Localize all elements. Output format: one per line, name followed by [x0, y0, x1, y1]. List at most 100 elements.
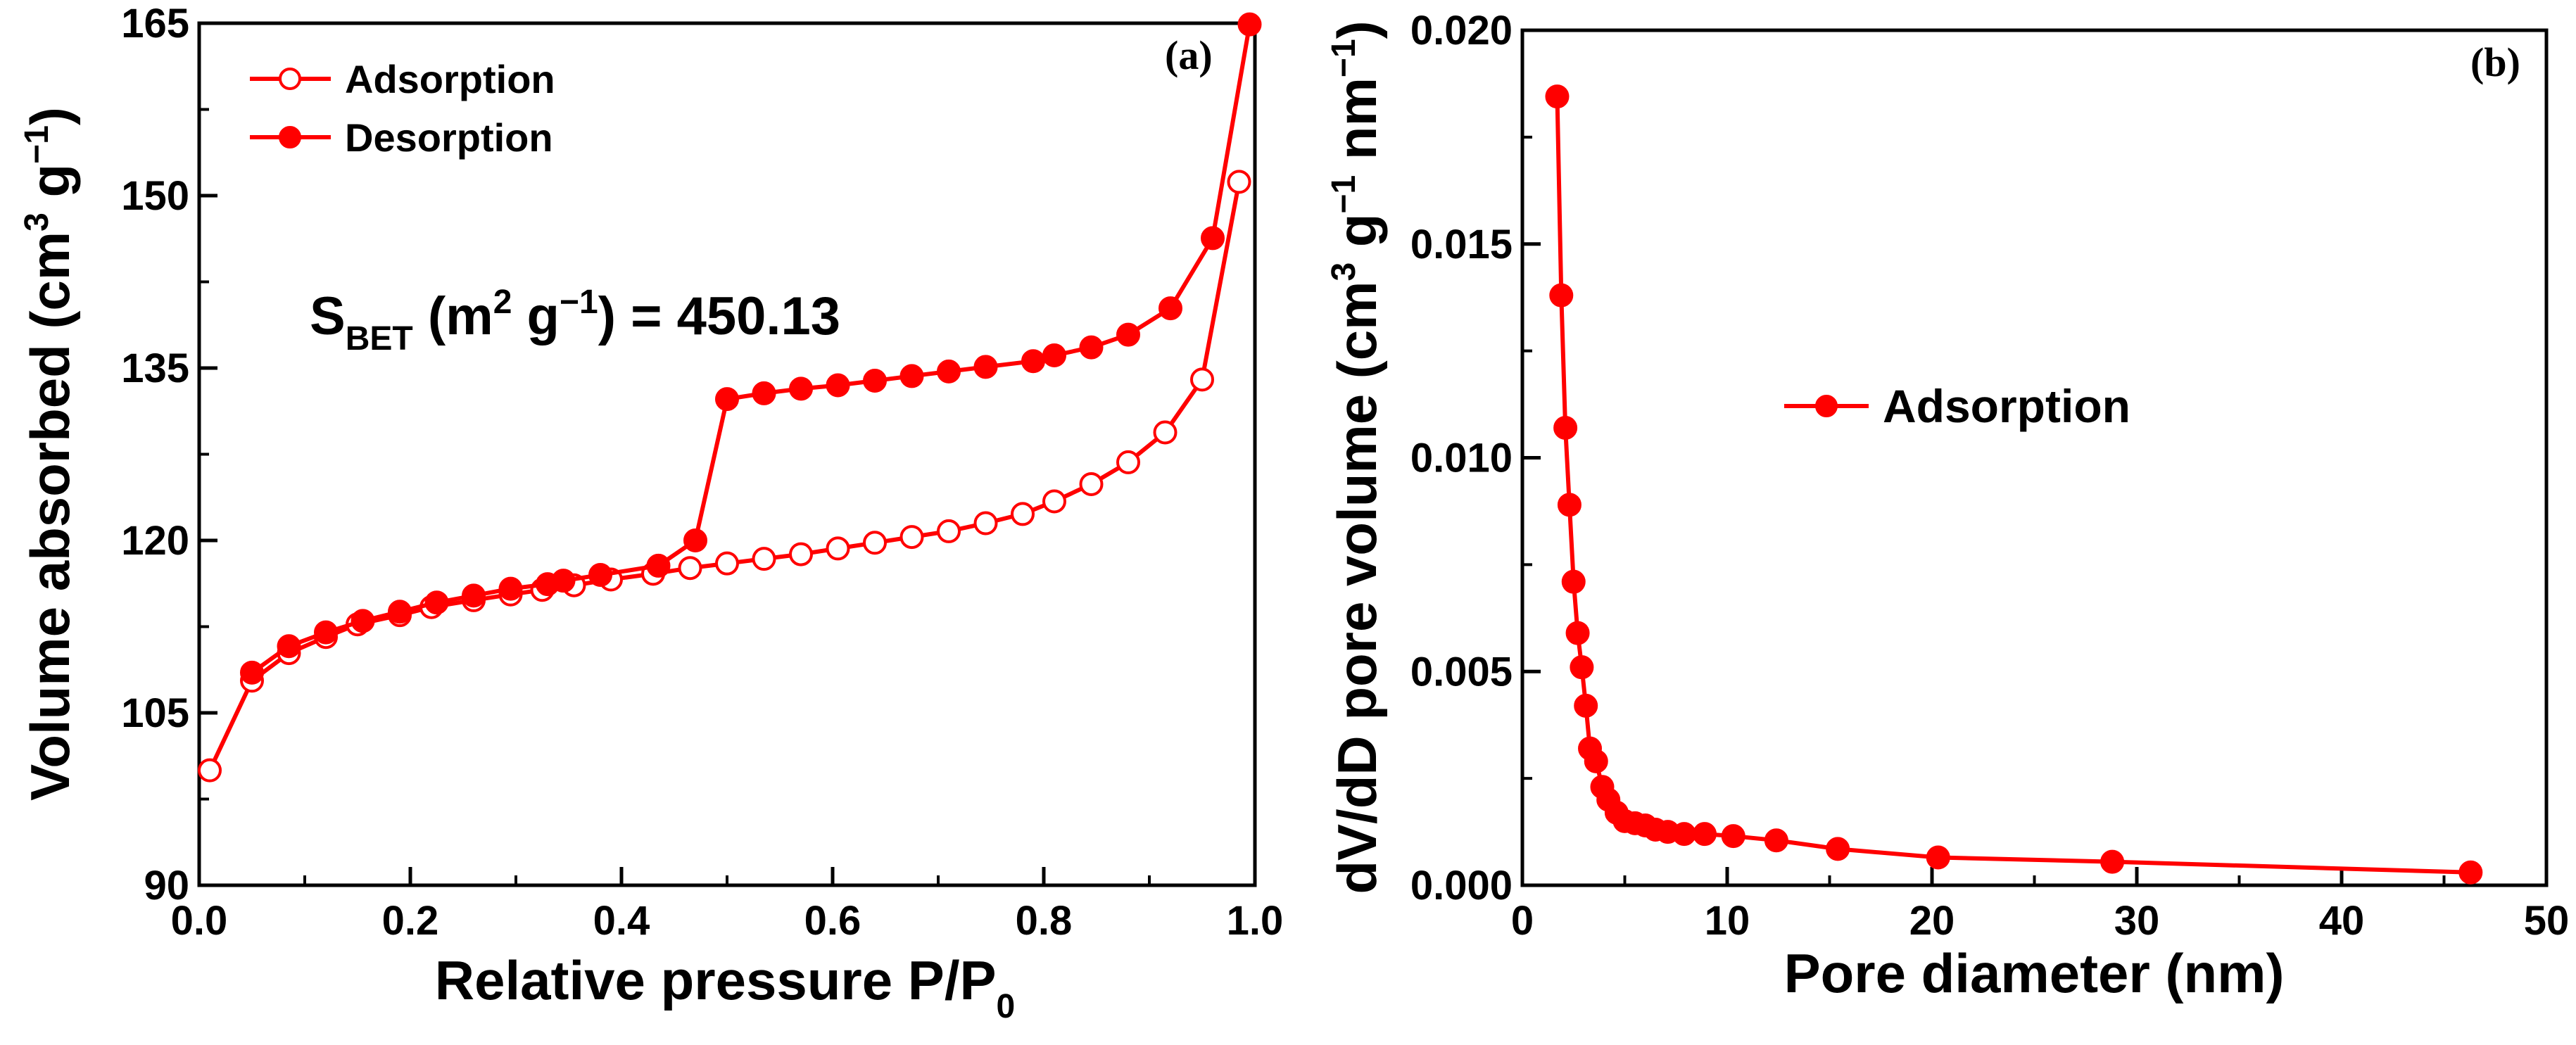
data-point-adsorption — [1672, 822, 1696, 847]
data-point-adsorption — [2458, 860, 2483, 885]
data-point-adsorption — [752, 547, 776, 571]
data-point-desorption — [424, 590, 449, 615]
y-tick-label: 0.020 — [1410, 8, 1513, 53]
data-point-desorption — [1042, 343, 1066, 368]
sbet-sup2: −1 — [560, 284, 598, 321]
data-point-desorption — [351, 609, 375, 633]
panel-b-pore-distribution: 0 10 20 30 40 50 0.000 0.005 0.010 0.015 0.020 (b)… — [1325, 8, 2569, 1004]
data-point-desorption — [899, 364, 924, 388]
sbet-value: ) = 450.13 — [598, 286, 840, 346]
y-tick-label: 0.010 — [1410, 436, 1513, 481]
data-point-adsorption — [1153, 420, 1177, 445]
x-tick-label: 30 — [2114, 898, 2160, 944]
legend-adsorption-marker — [279, 68, 301, 90]
data-point-desorption — [1079, 335, 1104, 360]
y-tick-label: 0.005 — [1410, 649, 1513, 695]
data-point-adsorption — [1565, 621, 1590, 645]
panel-b-series — [1545, 84, 2483, 885]
x-tick-label: 0 — [1511, 898, 1534, 944]
sbet-open: (m — [413, 286, 493, 346]
series-line-desorption — [251, 24, 1252, 675]
data-point-adsorption — [1545, 84, 1570, 109]
sbet-main: S — [310, 286, 346, 346]
x-tick-label: 20 — [1909, 898, 1955, 944]
data-point-desorption — [826, 373, 850, 398]
y-tick-label: 0.015 — [1410, 222, 1513, 267]
data-point-adsorption — [1584, 749, 1608, 773]
panel-a-x-axis-title: Relative pressure P/P0 — [435, 949, 1015, 1025]
data-point-adsorption — [1557, 493, 1581, 517]
y-tick-label: 90 — [144, 863, 189, 908]
series-line-adsorption — [1555, 96, 2471, 875]
data-point-desorption — [498, 576, 523, 601]
data-point-desorption — [1237, 12, 1262, 37]
data-point-desorption — [462, 583, 486, 608]
y-tick-label: 120 — [121, 518, 189, 564]
data-point-adsorption — [198, 758, 222, 783]
x-tick-label: 50 — [2524, 898, 2570, 944]
data-point-desorption — [646, 553, 671, 578]
data-point-desorption — [588, 563, 612, 587]
data-point-adsorption — [1826, 837, 1850, 861]
panel-a-series — [198, 12, 1262, 783]
legend-b-adsorption-label: Adsorption — [1883, 380, 2130, 432]
data-point-desorption — [1021, 349, 1045, 374]
data-point-desorption — [752, 381, 776, 405]
data-point-desorption — [683, 528, 707, 552]
data-point-adsorption — [899, 525, 924, 550]
data-point-adsorption — [678, 556, 702, 581]
data-point-adsorption — [1042, 489, 1066, 514]
data-point-adsorption — [1079, 471, 1104, 496]
data-point-adsorption — [1574, 693, 1598, 718]
panel-a-label: (a) — [1165, 32, 1213, 78]
panel-b-label: (b) — [2470, 39, 2520, 85]
data-point-desorption — [1158, 296, 1182, 321]
data-point-desorption — [715, 387, 739, 412]
x-tick-label: 0.8 — [1016, 898, 1073, 944]
x-tick-label: 0.6 — [804, 898, 861, 944]
x-tick-label: 1.0 — [1227, 898, 1284, 944]
data-point-adsorption — [1692, 822, 1717, 847]
data-point-adsorption — [1553, 415, 1578, 440]
data-point-adsorption — [1561, 569, 1586, 594]
sbet-sub: BET — [346, 320, 413, 357]
data-point-desorption — [1201, 226, 1225, 251]
data-point-desorption — [863, 368, 887, 393]
x-tick-label: 0.2 — [382, 898, 439, 944]
legend-desorption-label: Desorption — [345, 115, 553, 160]
data-point-adsorption — [1764, 828, 1788, 853]
panel-a-legend: Adsorption Desorption — [250, 57, 555, 160]
legend-adsorption-label: Adsorption — [345, 57, 555, 101]
data-point-adsorption — [1116, 450, 1140, 474]
data-point-adsorption — [1011, 502, 1035, 526]
legend-b-adsorption-marker — [1815, 395, 1838, 417]
panel-b-plot-frame — [1520, 28, 2549, 887]
data-point-desorption — [937, 359, 961, 384]
data-point-adsorption — [1227, 170, 1251, 194]
panel-a-y-axis-title: Volume absorbed (cm3 g−1) — [18, 107, 81, 801]
data-point-adsorption — [789, 542, 813, 566]
data-point-adsorption — [973, 511, 998, 536]
x-tick-label: 10 — [1705, 898, 1750, 944]
x-tick-label: 0.0 — [171, 898, 228, 944]
data-point-desorption — [277, 634, 301, 659]
panel-a-ticks: 0.0 0.2 0.4 0.6 0.8 1.0 90 105 120 135 150 165 — [121, 1, 1283, 944]
y-tick-label: 150 — [121, 173, 189, 219]
data-point-adsorption — [1549, 283, 1574, 308]
sbet-mid: g — [512, 286, 560, 346]
panel-b-ticks: 0 10 20 30 40 50 0.000 0.005 0.010 0.015 0.020 — [1410, 8, 2569, 944]
y-tick-label: 165 — [121, 1, 189, 46]
data-point-adsorption — [937, 519, 961, 543]
data-point-desorption — [1116, 322, 1140, 347]
y-tick-label: 105 — [121, 690, 189, 736]
data-point-adsorption — [715, 551, 739, 576]
y-tick-label: 135 — [121, 346, 189, 391]
data-point-adsorption — [863, 531, 887, 555]
data-point-adsorption — [1570, 655, 1594, 680]
data-point-desorption — [388, 600, 412, 624]
data-point-desorption — [536, 572, 560, 597]
data-point-desorption — [973, 355, 998, 379]
legend-desorption-marker — [279, 126, 301, 148]
